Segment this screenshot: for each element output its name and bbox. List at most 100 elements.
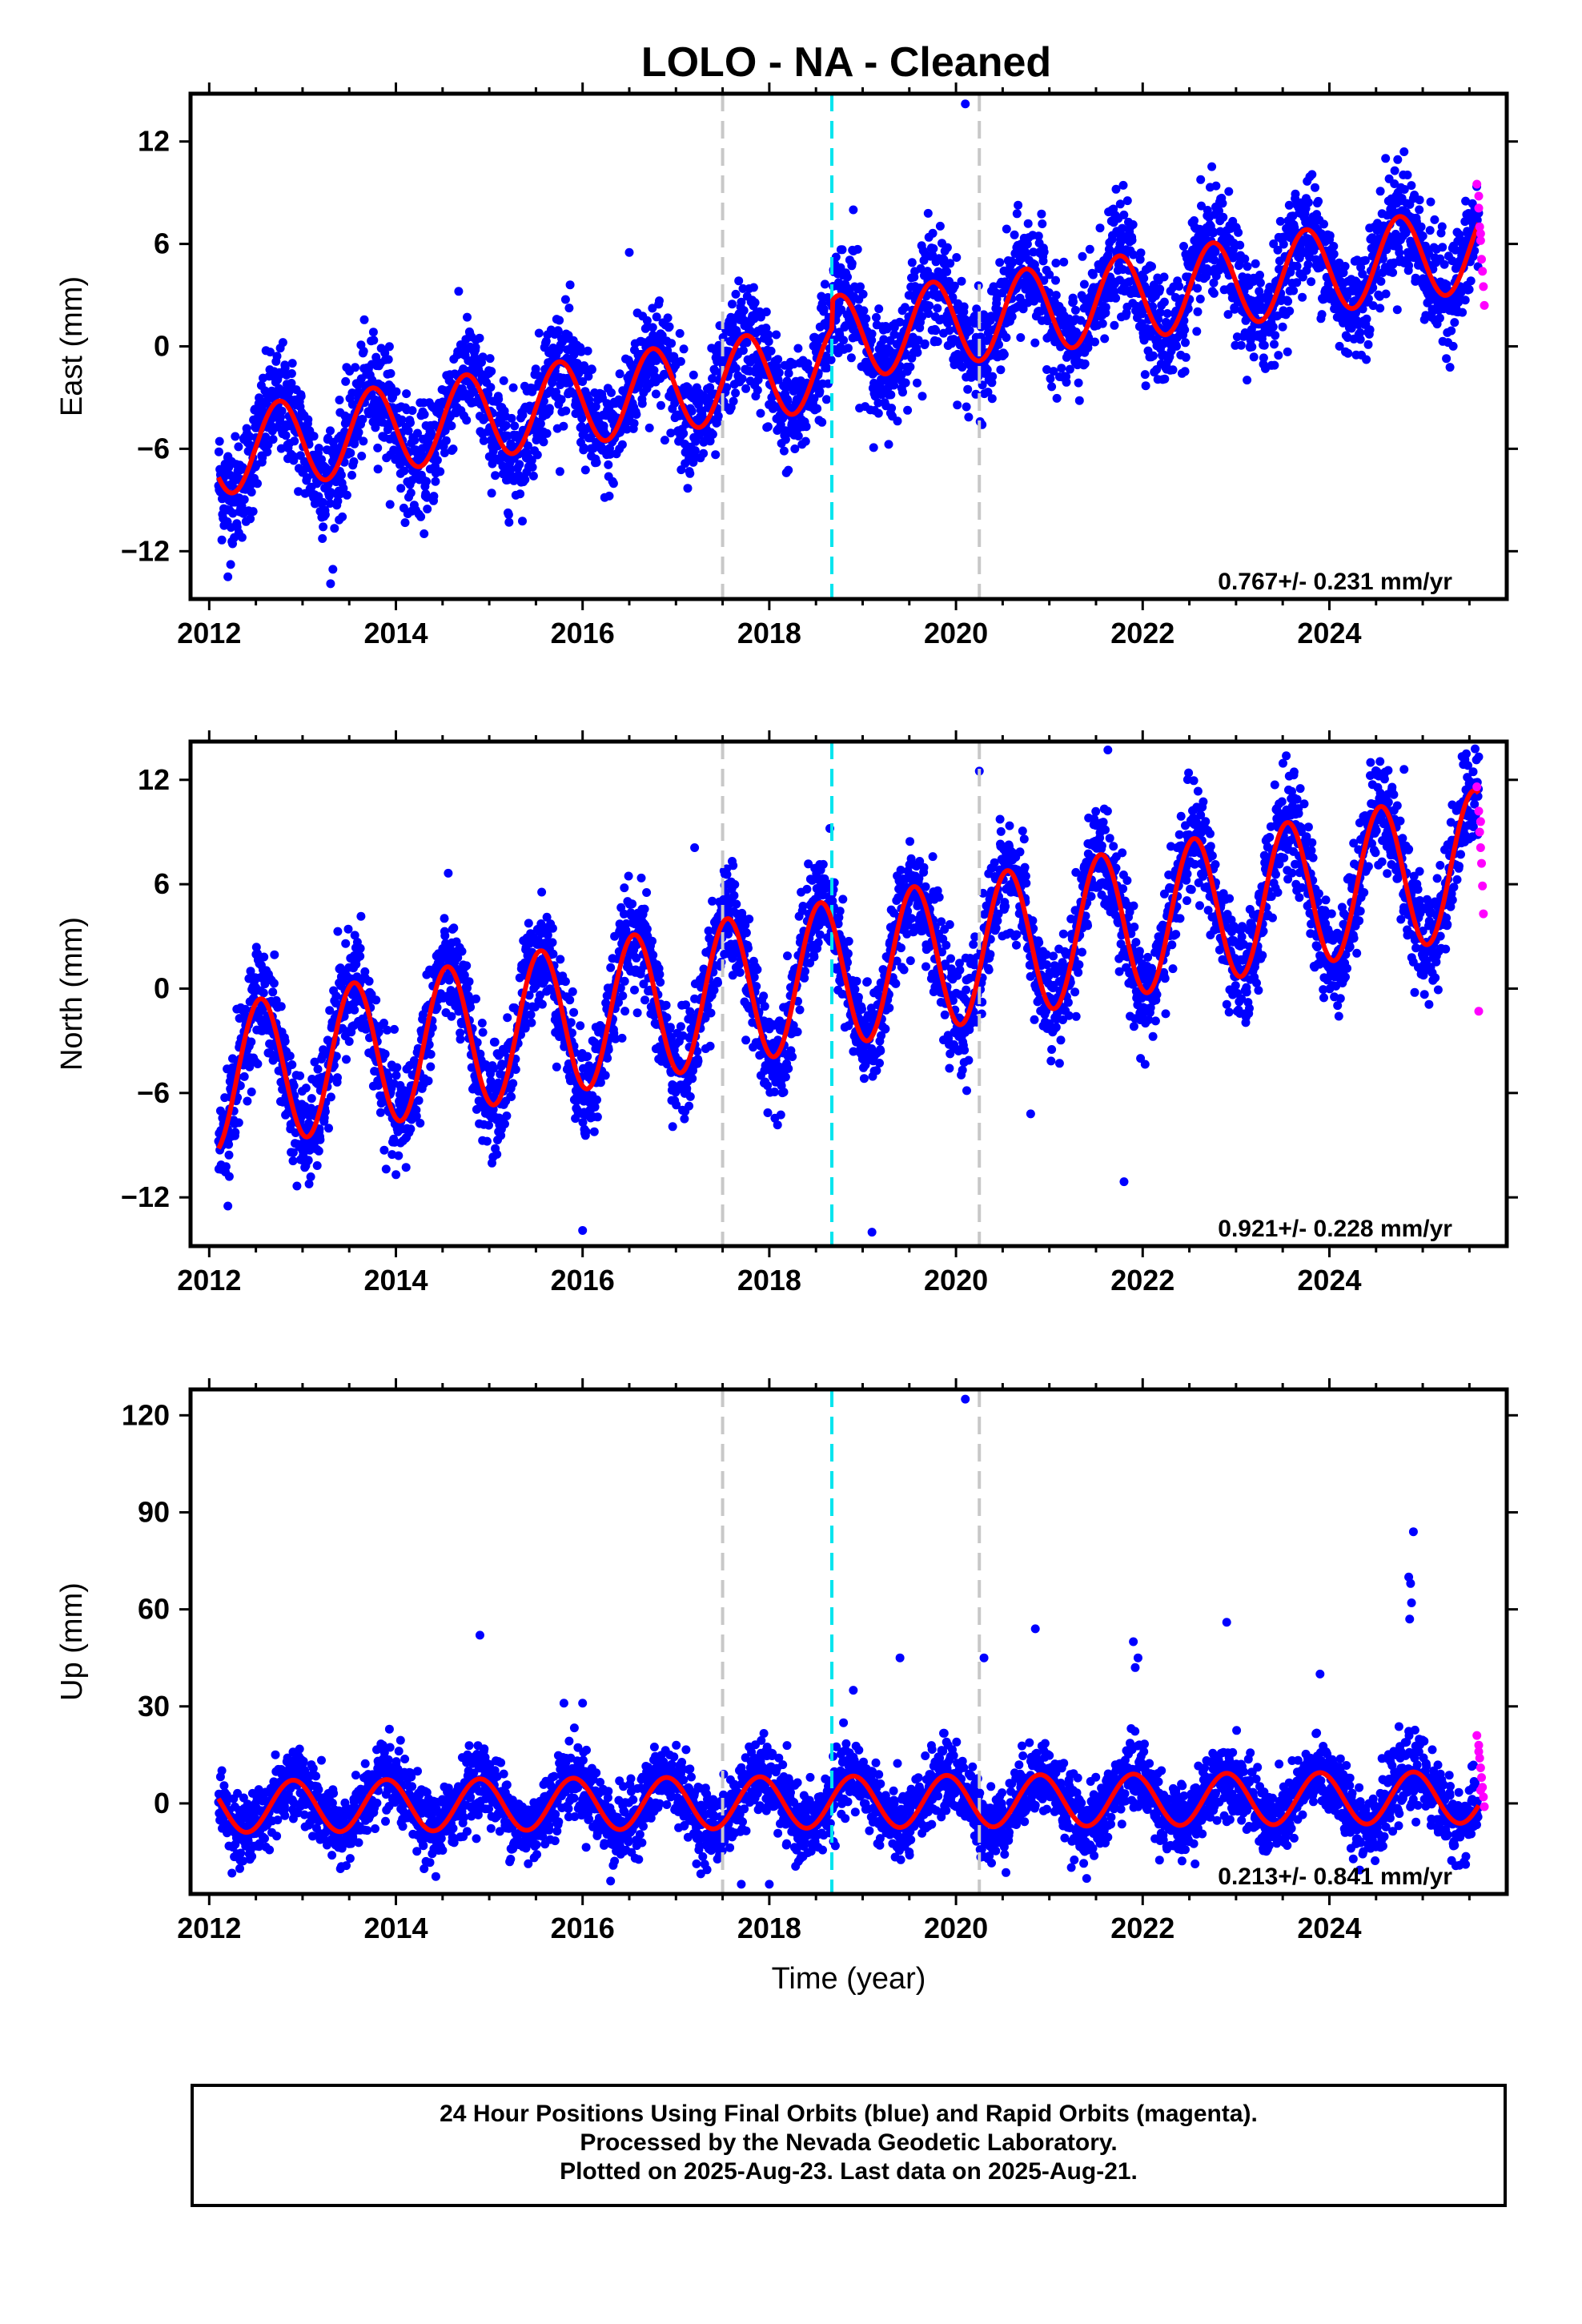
data-point (1291, 189, 1300, 199)
data-point (520, 475, 530, 485)
data-point (737, 297, 746, 307)
data-point (1008, 258, 1018, 267)
data-point (531, 364, 540, 374)
data-point (344, 1037, 354, 1046)
rapid-point (1472, 179, 1482, 189)
data-point (913, 378, 921, 388)
x-tick-label: 2022 (1110, 617, 1174, 649)
data-point (527, 1018, 536, 1027)
data-point (1002, 333, 1011, 342)
data-point (1259, 353, 1268, 363)
data-point (454, 287, 464, 296)
data-point (732, 328, 741, 337)
data-point (396, 484, 406, 493)
data-point (394, 1151, 404, 1160)
data-point (234, 1118, 243, 1128)
data-point (1363, 340, 1373, 349)
data-point (873, 408, 883, 418)
plot-area-north (214, 742, 1488, 1246)
data-point (248, 507, 258, 517)
data-point (335, 396, 344, 404)
data-point (422, 493, 432, 502)
data-point (276, 1002, 286, 1011)
rapid-point (1478, 267, 1488, 276)
data-point (263, 447, 272, 456)
data-point (837, 305, 846, 315)
data-point (1358, 304, 1367, 314)
data-point (1168, 365, 1178, 375)
data-point (325, 499, 335, 509)
data-point (1088, 270, 1098, 279)
data-point (1307, 277, 1316, 287)
data-point (737, 374, 747, 384)
data-point (1365, 325, 1375, 335)
data-point (608, 479, 618, 489)
data-point (1363, 294, 1373, 304)
data-point (629, 419, 639, 428)
data-point (478, 1027, 488, 1037)
data-point (342, 490, 351, 500)
data-point (315, 1135, 325, 1144)
data-point (766, 346, 776, 356)
y-tick-label: −12 (121, 534, 170, 567)
data-point (907, 258, 917, 267)
final-orbit-points-north (214, 742, 1484, 1237)
data-point (1340, 262, 1350, 271)
data-point (652, 312, 661, 322)
data-point (1271, 331, 1280, 340)
y-tick-label: 0 (154, 330, 170, 363)
data-point (231, 1128, 240, 1137)
data-point (462, 961, 472, 971)
data-point (553, 327, 563, 336)
x-tick-label: 2018 (737, 617, 801, 649)
data-point (1111, 184, 1121, 194)
data-point (491, 471, 500, 480)
data-point (580, 365, 589, 375)
data-point (729, 396, 738, 406)
data-point (268, 435, 278, 444)
data-point (1445, 363, 1455, 372)
data-point (1388, 267, 1398, 277)
data-point (320, 510, 330, 520)
outlier-point (961, 99, 970, 109)
data-point (272, 352, 282, 361)
data-point (756, 312, 765, 322)
data-point (1219, 212, 1228, 222)
data-point (683, 484, 693, 493)
data-point (676, 356, 685, 366)
data-point (561, 406, 571, 416)
data-point (292, 1181, 302, 1191)
data-point (534, 328, 544, 338)
data-point (705, 436, 715, 446)
data-point (306, 1172, 315, 1181)
data-point (313, 1064, 323, 1074)
data-point (742, 338, 752, 348)
data-point (711, 450, 721, 460)
data-point (689, 370, 698, 380)
data-point (750, 298, 760, 308)
data-point (1172, 341, 1181, 351)
data-point (478, 352, 488, 362)
data-point (1155, 308, 1165, 317)
data-point (1140, 370, 1150, 380)
data-point (884, 440, 893, 449)
data-point (648, 304, 657, 313)
data-point (964, 412, 974, 422)
data-point (423, 505, 432, 514)
data-point (1407, 181, 1416, 191)
data-point (689, 457, 698, 467)
data-point (364, 976, 374, 986)
data-point (699, 448, 709, 458)
data-point (895, 317, 905, 327)
data-point (963, 384, 973, 394)
data-point (318, 534, 327, 543)
data-point (369, 336, 379, 345)
data-point (1141, 381, 1150, 391)
data-point (1284, 200, 1294, 210)
data-point (408, 406, 417, 416)
data-point (1466, 276, 1476, 286)
data-point (917, 392, 927, 401)
data-point (1051, 275, 1060, 285)
data-point (663, 313, 673, 323)
data-point (303, 1156, 313, 1165)
